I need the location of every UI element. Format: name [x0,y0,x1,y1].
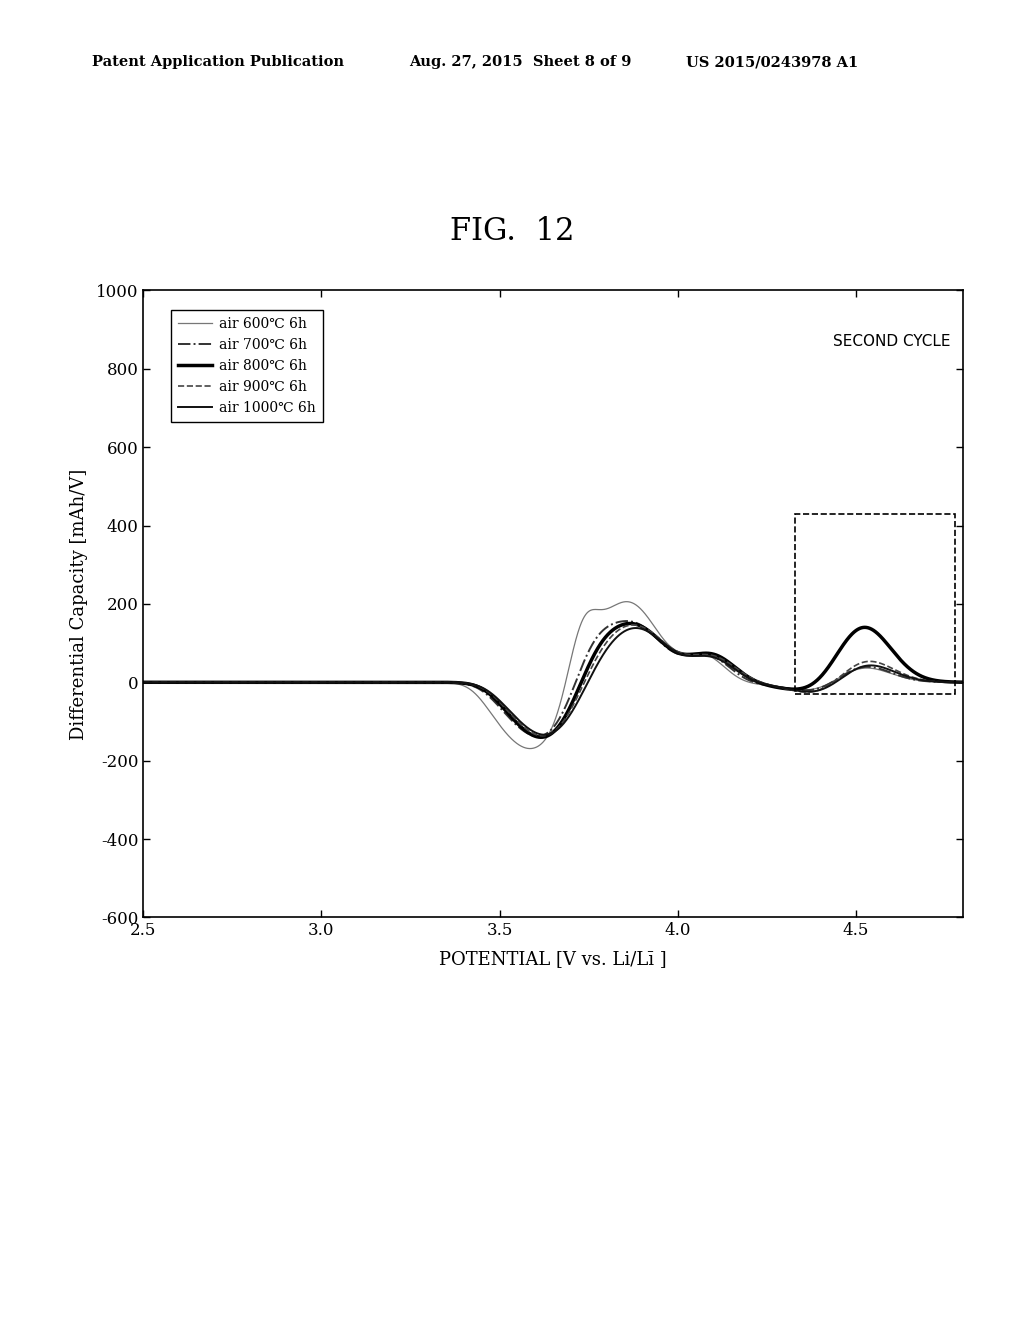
Text: Aug. 27, 2015  Sheet 8 of 9: Aug. 27, 2015 Sheet 8 of 9 [410,55,632,70]
air 800℃ 6h [490,693,503,709]
air 700℃ 6h [939,675,951,690]
air 700℃ 6h [490,697,503,713]
Line: air 900℃ 6h: air 900℃ 6h [143,624,970,735]
air 800℃ 6h [484,686,497,702]
Line: air 600℃ 6h: air 600℃ 6h [143,602,970,748]
air 800℃ 6h [964,675,976,690]
air 600℃ 6h [939,675,951,690]
air 700℃ 6h [897,669,909,685]
air 600℃ 6h [137,675,150,690]
air 800℃ 6h [738,667,751,682]
Text: US 2015/0243978 A1: US 2015/0243978 A1 [686,55,858,70]
Bar [796,513,955,694]
Legend: air 600℃ 6h, air 700℃ 6h, air 800℃ 6h, air 900℃ 6h, air 1000℃ 6h: air 600℃ 6h, air 700℃ 6h, air 800℃ 6h, a… [171,310,324,421]
air 900℃ 6h [627,616,639,632]
air 800℃ 6h [897,655,909,671]
air 600℃ 6h [484,705,497,721]
air 1000℃ 6h [738,668,751,684]
air 900℃ 6h [490,692,503,708]
air 900℃ 6h [939,675,951,690]
air 1000℃ 6h [964,675,976,690]
Text: Patent Application Publication: Patent Application Publication [92,55,344,70]
air 700℃ 6h [484,690,497,706]
air 900℃ 6h [897,665,909,681]
air 1000℃ 6h [137,675,150,690]
air 800℃ 6h [529,729,542,744]
air 700℃ 6h [529,729,542,744]
air 700℃ 6h [738,669,751,685]
air 600℃ 6h [621,594,633,610]
air 900℃ 6h [484,686,497,702]
air 600℃ 6h [897,669,909,685]
air 600℃ 6h [964,675,976,690]
air 900℃ 6h [964,675,976,690]
air 1000℃ 6h [939,675,951,690]
X-axis label: POTENTIAL [V vs. Li/Lī ]: POTENTIAL [V vs. Li/Lī ] [439,950,667,969]
air 900℃ 6h [137,675,150,690]
Text: FIG.  12: FIG. 12 [450,215,574,247]
air 800℃ 6h [624,615,636,631]
air 700℃ 6h [137,675,150,690]
air 1000℃ 6h [490,690,503,706]
air 600℃ 6h [524,741,537,756]
air 700℃ 6h [621,612,633,628]
air 1000℃ 6h [539,727,551,743]
Y-axis label: Differential Capacity [mAh/V]: Differential Capacity [mAh/V] [70,469,88,739]
air 900℃ 6h [529,727,542,743]
air 800℃ 6h [137,675,150,690]
air 1000℃ 6h [529,725,542,741]
air 1000℃ 6h [897,668,909,684]
air 700℃ 6h [531,729,544,744]
air 600℃ 6h [530,739,543,755]
air 800℃ 6h [535,730,547,746]
air 900℃ 6h [738,665,751,681]
Text: SECOND CYCLE: SECOND CYCLE [833,334,950,348]
Line: air 700℃ 6h: air 700℃ 6h [143,620,970,737]
air 700℃ 6h [964,675,976,690]
Line: air 1000℃ 6h: air 1000℃ 6h [143,628,970,735]
air 900℃ 6h [537,727,549,743]
Line: air 800℃ 6h: air 800℃ 6h [143,623,970,738]
air 800℃ 6h [939,673,951,689]
air 600℃ 6h [738,672,751,688]
air 1000℃ 6h [630,620,642,636]
air 600℃ 6h [490,714,503,730]
air 1000℃ 6h [484,685,497,701]
